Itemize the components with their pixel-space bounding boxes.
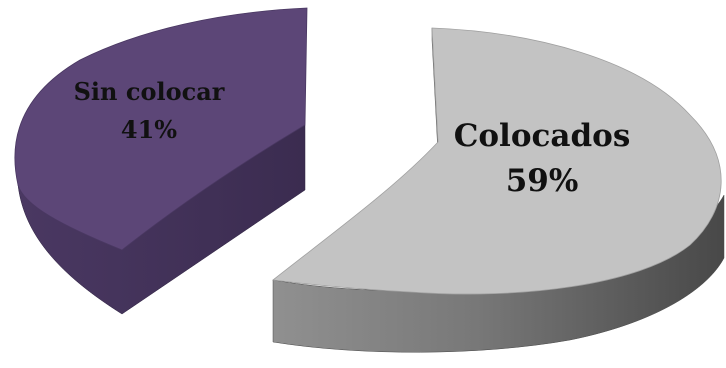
pie-slice-colocados [272,27,725,353]
pie-slice-sin-colocar [14,7,308,315]
slice-percent-sin-colocar: 41% [121,115,177,144]
slice-label-sin-colocar: Sin colocar [74,77,225,106]
slice-percent-colocados: 59% [506,163,579,199]
pie-slice-sin-colocar-top [14,7,308,251]
slice-label-colocados: Colocados [454,118,631,154]
pie-slice-colocados-top [272,27,722,295]
